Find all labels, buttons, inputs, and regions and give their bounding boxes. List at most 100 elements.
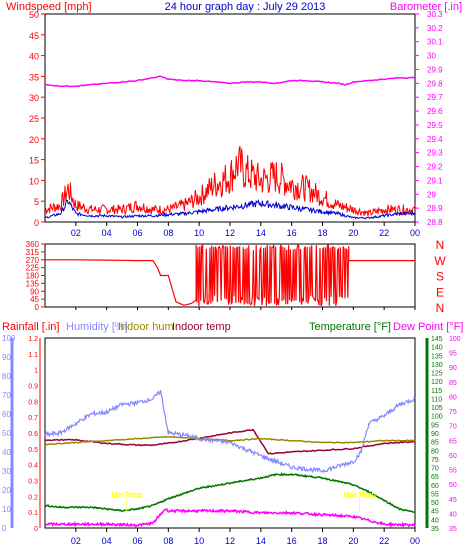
humidity-tick-label: 40 xyxy=(2,448,11,457)
wind-y-tick-label: 40 xyxy=(29,52,39,62)
wind-x-tick-label: 12 xyxy=(225,228,235,238)
average-wind-line xyxy=(44,198,416,220)
wind-y-tick-label: 35 xyxy=(29,72,39,82)
bottom-x-tick-label: 10 xyxy=(194,536,204,546)
dewpoint-tick-label: 90 xyxy=(449,365,457,372)
dewpoint-tick-label: 55 xyxy=(449,468,457,475)
temperature-tick-label: 120 xyxy=(431,379,443,386)
bottom-x-tick-label: 20 xyxy=(348,536,358,546)
rain-tick-label: 0.9 xyxy=(28,384,38,391)
direction-y-tick-label: 360 xyxy=(26,240,40,249)
dewpoint-tick-label: 85 xyxy=(449,380,457,387)
wind-x-tick-label: 22 xyxy=(379,228,389,238)
temperature-tick-label: 50 xyxy=(431,500,439,507)
wind-y-tick-label: 5 xyxy=(34,197,39,207)
bottom-x-tick-label: 04 xyxy=(102,536,112,546)
indoor-hum-label: Indoor hum xyxy=(118,321,174,333)
humidity-tick-label: 20 xyxy=(2,486,11,495)
wind-x-tick-label: 16 xyxy=(287,228,297,238)
temperature-tick-label: 110 xyxy=(431,396,442,403)
temperature-tick-label: 35 xyxy=(431,526,439,533)
dewpoint-tick-label: 60 xyxy=(449,453,457,460)
indoor-temp-line xyxy=(44,428,416,455)
temperature-tick-label: 125 xyxy=(431,371,443,378)
baro-y-tick-label: 30.3 xyxy=(427,10,443,19)
rain-tick-label: 0.2 xyxy=(28,494,38,501)
humidity-line xyxy=(44,390,416,474)
baro-y-tick-label: 29.6 xyxy=(427,107,443,116)
temperature-tick-label: 95 xyxy=(431,422,439,429)
dewpoint-tick-label: 70 xyxy=(449,424,457,431)
direction-y-tick-label: 225 xyxy=(26,264,40,273)
rain-tick-label: 0.7 xyxy=(28,415,38,422)
temperature-tick-label: 135 xyxy=(431,353,443,360)
rain-tick-label: 0.8 xyxy=(28,399,38,406)
compass-label: N xyxy=(436,238,445,252)
baro-y-tick-label: 30.2 xyxy=(427,24,443,33)
wind-x-tick-label: 20 xyxy=(348,228,358,238)
wind-barometer-panel: 0 5 10 15 20 25 30 35 40 45 50 28.8 28.9 29 29.1 29.2 29… xyxy=(29,10,443,238)
rain-tick-label: 1.2 xyxy=(28,336,38,343)
indoor-humidity-line xyxy=(44,435,416,446)
rain-tick-label: 0.4 xyxy=(28,463,38,470)
direction-y-tick-label: 180 xyxy=(26,272,40,281)
temperature-tick-label: 90 xyxy=(431,431,439,438)
bottom-x-tick-label: 18 xyxy=(317,536,327,546)
temperature-tick-label: 140 xyxy=(431,345,443,352)
baro-y-tick-label: 30 xyxy=(427,52,436,61)
compass-label: S xyxy=(436,270,444,284)
wind-y-tick-label: 0 xyxy=(34,218,39,228)
dewpoint-tick-label: 95 xyxy=(449,351,457,358)
temperature-tick-label: 45 xyxy=(431,509,439,516)
wind-x-tick-label: 04 xyxy=(102,228,112,238)
compass-label: W xyxy=(434,254,446,268)
baro-y-tick-label: 29.1 xyxy=(427,176,443,185)
humidity-tick-label: 10 xyxy=(2,505,11,514)
direction-y-tick-label: 0 xyxy=(35,303,40,312)
direction-line xyxy=(45,243,415,307)
wind-x-tick-label: 00 xyxy=(410,228,420,238)
dewpoint-tick-label: 40 xyxy=(449,511,457,518)
dewpoint-tick-label: 35 xyxy=(449,526,457,533)
bottom-x-tick-label: 22 xyxy=(379,536,389,546)
dewpoint-tick-label: 45 xyxy=(449,497,457,504)
wind-x-tick-label: 18 xyxy=(317,228,327,238)
humidity-tick-label: 60 xyxy=(2,410,11,419)
wind-y-tick-label: 25 xyxy=(29,114,39,124)
wind-x-tick-label: 08 xyxy=(163,228,173,238)
temperature-tick-label: 80 xyxy=(431,448,439,455)
baro-y-tick-label: 29.8 xyxy=(427,79,443,88)
baro-y-tick-label: 29 xyxy=(427,190,436,199)
wind-x-tick-label: 10 xyxy=(194,228,204,238)
rain-tick-label: 0.6 xyxy=(28,431,38,438)
barometer-line xyxy=(44,75,416,88)
temperature-axis-label: Temperature [°F] xyxy=(309,321,391,333)
baro-y-tick-label: 29.7 xyxy=(427,93,443,102)
rain-tick-label: 0.5 xyxy=(28,447,38,454)
wind-x-tick-label: 02 xyxy=(71,228,81,238)
dewpoint-tick-label: 100 xyxy=(449,336,461,343)
temperature-tick-label: 85 xyxy=(431,440,439,447)
wind-y-tick-label: 20 xyxy=(29,135,39,145)
direction-y-tick-label: 135 xyxy=(26,279,40,288)
dewpoint-tick-label: 65 xyxy=(449,438,457,445)
wind-x-tick-label: 14 xyxy=(256,228,266,238)
temperature-tick-label: 40 xyxy=(431,517,439,524)
baro-y-tick-label: 28.8 xyxy=(427,218,443,227)
dewpoint-tick-label: 50 xyxy=(449,482,457,489)
bottom-x-tick-label: 06 xyxy=(132,536,142,546)
wind-y-tick-label: 10 xyxy=(29,176,39,186)
rain-tick-label: 0 xyxy=(34,526,38,533)
min-temp-label: Min Temp xyxy=(112,492,142,499)
baro-y-tick-label: 28.9 xyxy=(427,204,443,213)
direction-y-tick-label: 315 xyxy=(26,248,40,257)
temperature-line xyxy=(44,472,416,514)
bottom-x-tick-label: 14 xyxy=(256,536,266,546)
baro-y-tick-label: 29.3 xyxy=(427,149,443,158)
rain-humidity-temperature-panel: 010203040506070809010000.10.20.30.40.50.… xyxy=(2,334,461,546)
bottom-x-tick-label: 08 xyxy=(163,536,173,546)
baro-y-tick-label: 29.4 xyxy=(427,135,443,144)
wind-y-tick-label: 45 xyxy=(29,31,39,41)
